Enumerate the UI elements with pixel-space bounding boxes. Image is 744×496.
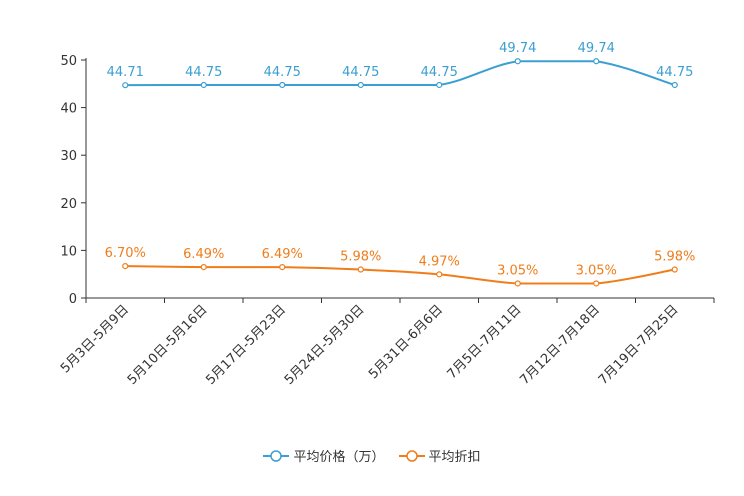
- data-point[interactable]: [357, 266, 364, 273]
- data-label: 49.74: [578, 41, 615, 56]
- series-line-1: [125, 265, 675, 285]
- series-layer: [122, 58, 678, 287]
- data-point[interactable]: [436, 271, 443, 278]
- data-label: 44.71: [107, 65, 144, 80]
- data-point[interactable]: [593, 58, 600, 65]
- legend-label-price: 平均价格（万）: [293, 450, 385, 465]
- x-tick-label: 7月19日-7月25日: [596, 302, 682, 388]
- data-label: 3.05%: [497, 263, 538, 278]
- data-point[interactable]: [200, 264, 207, 271]
- data-label: 44.75: [264, 65, 301, 80]
- data-point[interactable]: [436, 81, 443, 89]
- data-point[interactable]: [279, 264, 286, 271]
- line-marker-icon: [398, 449, 425, 462]
- y-tick-label: 10: [60, 244, 77, 259]
- data-label: 5.98%: [654, 250, 695, 265]
- legend-item-price[interactable]: 平均价格（万）: [263, 446, 385, 465]
- y-tick-label: 20: [60, 197, 77, 212]
- x-tick-label: 5月24日-5月30日: [282, 302, 368, 388]
- y-tick-label: 50: [60, 54, 77, 69]
- data-label: 44.75: [656, 65, 693, 80]
- x-tick-label: 5月17日-5月23日: [203, 302, 289, 388]
- x-tick-label: 5月3日-5月9日: [58, 302, 132, 376]
- data-label: 3.05%: [576, 263, 617, 278]
- legend: 平均价格（万） 平均折扣: [0, 446, 744, 465]
- data-label: 5.98%: [340, 250, 381, 265]
- data-point[interactable]: [593, 280, 600, 287]
- legend-item-discount[interactable]: 平均折扣: [398, 446, 481, 465]
- x-axis: 5月3日-5月9日5月10日-5月16日5月17日-5月23日5月24日-5月3…: [58, 297, 715, 388]
- data-point[interactable]: [671, 266, 678, 273]
- data-label: 44.75: [185, 65, 222, 80]
- legend-label-discount: 平均折扣: [428, 450, 481, 465]
- data-label: 44.75: [421, 65, 458, 80]
- data-point[interactable]: [200, 81, 207, 89]
- data-label: 6.49%: [183, 247, 224, 262]
- data-point[interactable]: [122, 263, 129, 270]
- data-point[interactable]: [514, 58, 521, 65]
- data-label: 4.97%: [419, 254, 460, 269]
- data-labels: 44.71 44.75 44.75 44.75 44.75 49.74 49.74 44.75…: [105, 41, 696, 278]
- data-label: 44.75: [342, 65, 379, 80]
- data-label: 49.74: [499, 41, 536, 56]
- line-marker-icon: [263, 449, 290, 462]
- data-point[interactable]: [671, 81, 678, 89]
- data-label: 6.49%: [262, 247, 303, 262]
- x-tick-label: 7月12日-7月18日: [517, 302, 603, 388]
- data-point[interactable]: [279, 81, 286, 89]
- x-tick-label: 5月10日-5月16日: [125, 302, 211, 388]
- data-point[interactable]: [514, 280, 521, 287]
- data-point[interactable]: [122, 82, 129, 89]
- data-label: 6.70%: [105, 246, 146, 261]
- y-tick-label: 30: [60, 149, 77, 164]
- data-point[interactable]: [357, 81, 364, 89]
- x-tick-label: 7月5日-7月11日: [445, 302, 525, 382]
- y-axis: 0 10 20 30 40 50: [60, 54, 87, 307]
- x-tick-label: 5月31日-6月6日: [366, 302, 446, 382]
- y-tick-label: 40: [60, 102, 77, 117]
- y-tick-label: 0: [69, 292, 77, 307]
